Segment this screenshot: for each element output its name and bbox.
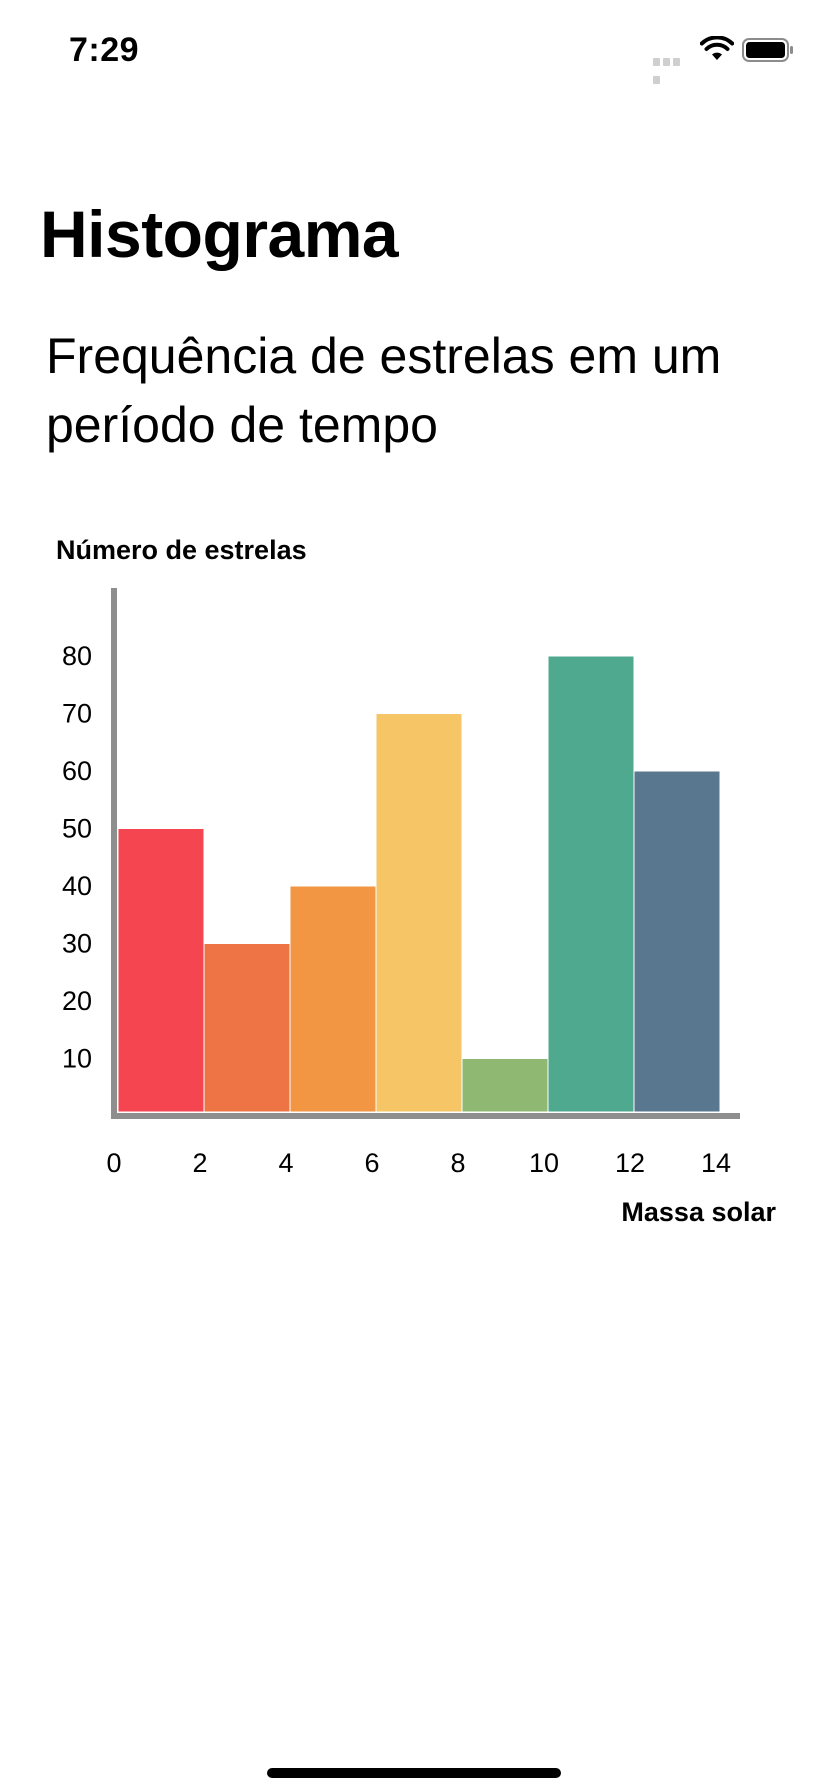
x-tick-label: 14	[701, 1148, 731, 1178]
histogram-bar-3	[375, 713, 463, 1113]
x-axis-label: Massa solar	[621, 1197, 776, 1227]
x-tick-label: 8	[450, 1148, 465, 1178]
y-tick-label: 70	[62, 699, 92, 729]
x-tick-label: 10	[529, 1148, 559, 1178]
y-tick-label: 30	[62, 929, 92, 959]
x-tick-label: 0	[106, 1148, 121, 1178]
x-tick-label: 4	[278, 1148, 293, 1178]
histogram-bar-0	[117, 828, 205, 1113]
x-tick-label: 12	[615, 1148, 645, 1178]
status-time: 7:29	[69, 31, 140, 69]
status-bar: 7:29	[0, 0, 828, 100]
histogram-bar-6	[633, 770, 721, 1113]
home-indicator[interactable]	[267, 1768, 561, 1778]
battery-icon	[742, 38, 794, 62]
cellular-signal-icon	[653, 53, 691, 84]
page-subtitle: Frequência de estrelas em um período de …	[46, 328, 722, 453]
y-tick-label: 20	[62, 986, 92, 1016]
histogram-bar-5	[547, 655, 635, 1113]
histogram-svg: 10 20 30 40 50 60 70 80 0 2 4 6 8 10 12 14 Número de est…	[56, 535, 776, 1227]
histogram-chart: 10 20 30 40 50 60 70 80 0 2 4 6 8 10 12 14 Número de est…	[0, 520, 828, 1240]
y-tick-label: 10	[62, 1044, 92, 1074]
x-tick-label: 6	[364, 1148, 379, 1178]
y-tick-label: 80	[62, 641, 92, 671]
page-title: Histograma	[40, 197, 399, 271]
histogram-bar-2	[289, 885, 377, 1113]
histogram-bar-1	[203, 943, 291, 1113]
y-tick-label: 60	[62, 756, 92, 786]
wifi-icon	[699, 35, 735, 62]
x-tick-label: 2	[192, 1148, 207, 1178]
y-axis-label: Número de estrelas	[56, 535, 307, 565]
y-tick-label: 40	[62, 871, 92, 901]
histogram-bar-4	[461, 1058, 549, 1113]
y-tick-label: 50	[62, 814, 92, 844]
